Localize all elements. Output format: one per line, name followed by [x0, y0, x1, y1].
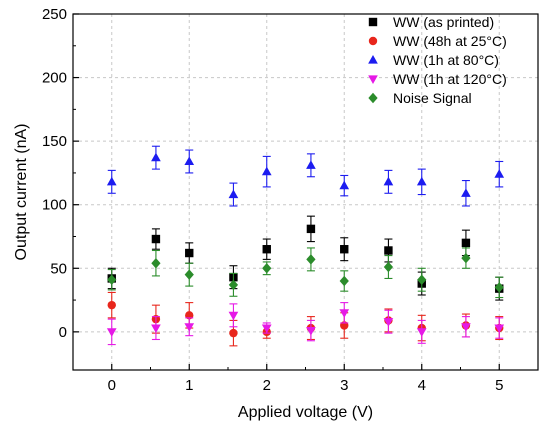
data-point — [151, 324, 161, 334]
series-group — [107, 247, 504, 299]
data-point — [228, 189, 239, 199]
data-point — [306, 327, 316, 336]
data-point — [262, 245, 271, 254]
data-point — [261, 324, 272, 334]
legend-marker — [368, 92, 378, 104]
data-point — [185, 248, 194, 258]
data-point — [262, 263, 272, 274]
y-tick-label: 50 — [50, 260, 67, 277]
data-point — [416, 176, 427, 186]
data-point — [229, 328, 238, 338]
legend-label: WW (as printed) — [393, 14, 494, 30]
data-point — [151, 152, 161, 162]
data-point — [228, 279, 239, 291]
y-tick-label: 100 — [42, 197, 67, 214]
legend-label: WW (48h at 25°C) — [393, 33, 507, 49]
x-tick-label: 2 — [263, 377, 271, 394]
data-point — [417, 274, 427, 285]
legend-marker — [368, 54, 378, 64]
legend-label: WW (1h at 120°C) — [393, 71, 507, 87]
data-point — [184, 156, 195, 166]
x-axis-title: Applied voltage (V) — [238, 404, 373, 421]
legend-marker — [368, 75, 378, 85]
data-point — [384, 246, 393, 255]
data-point — [461, 188, 471, 197]
data-point — [228, 311, 239, 321]
data-point — [107, 274, 117, 285]
data-point — [306, 160, 316, 169]
data-point — [306, 224, 316, 234]
x-tick-label: 0 — [108, 377, 116, 394]
data-point — [494, 282, 504, 293]
data-point — [339, 275, 349, 287]
data-point — [416, 328, 427, 337]
data-point — [339, 180, 350, 190]
data-point — [261, 166, 272, 176]
x-tick-label: 3 — [340, 377, 348, 394]
series-group — [107, 215, 504, 301]
data-point — [151, 257, 161, 269]
data-marks — [106, 145, 505, 347]
data-point — [383, 318, 394, 327]
y-tick-label: 200 — [42, 70, 67, 87]
series-group — [106, 145, 505, 207]
axis-ticks — [72, 13, 539, 370]
data-point — [383, 261, 394, 273]
data-point — [184, 269, 194, 280]
data-point — [107, 300, 116, 310]
series-group — [107, 291, 504, 347]
data-point — [461, 252, 471, 264]
data-point — [184, 323, 195, 332]
x-tick-label: 4 — [418, 377, 426, 394]
data-point — [106, 176, 117, 186]
legend-marker — [368, 36, 378, 46]
data-point — [494, 169, 505, 178]
y-tick-label: 250 — [42, 6, 67, 23]
y-axis-title: Output current (nA) — [13, 124, 30, 261]
data-point — [151, 234, 161, 244]
legend: WW (as printed) WW (48h at 25°C) WW (1h at… — [368, 14, 507, 106]
x-tick-label: 5 — [495, 377, 503, 394]
y-tick-label: 150 — [42, 133, 67, 150]
tick-labels: 0 50 100 150 200 250 0 1 2 3 4 5 — [42, 6, 503, 394]
data-point — [106, 328, 117, 337]
x-tick-label: 1 — [185, 377, 193, 394]
data-point — [306, 254, 316, 265]
data-point — [461, 323, 471, 332]
data-point — [339, 309, 350, 318]
legend-marker — [368, 17, 378, 27]
data-point — [383, 176, 394, 186]
legend-label: Noise Signal — [393, 90, 472, 106]
data-point — [340, 245, 349, 254]
y-tick-label: 0 — [59, 324, 67, 341]
series-group — [106, 302, 505, 346]
legend-label: WW (1h at 80°C) — [393, 52, 499, 68]
data-point — [494, 324, 505, 334]
data-point — [461, 238, 471, 248]
